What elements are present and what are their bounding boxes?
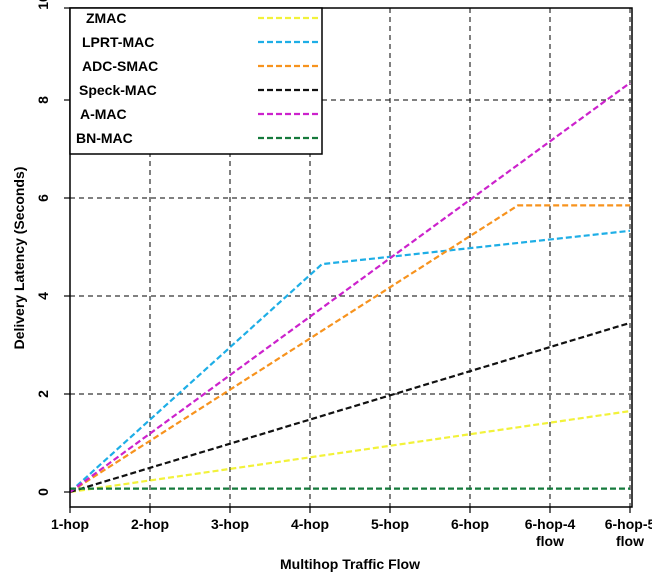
x-tick-label: 6-hop-5 flow <box>605 516 652 549</box>
y-tick-label: 4 <box>35 292 51 300</box>
series-line-adc-smac <box>69 204 630 493</box>
series-line-a-mac <box>69 82 631 493</box>
x-tick-label: 6-hop <box>451 516 489 532</box>
legend: ZMAC LPRT-MAC ADC-SMAC Speck-MAC A-MAC BN-MAC <box>69 7 323 155</box>
x-tick-label: 3-hop <box>211 516 249 532</box>
x-tick-label: 4-hop <box>291 516 329 532</box>
legend-label: ADC-SMAC <box>82 58 158 74</box>
series-line-zmac <box>69 410 631 494</box>
axis-ticks <box>64 7 631 513</box>
series-lines <box>69 82 631 494</box>
y-tick-label: 0 <box>35 488 51 496</box>
grid-lines <box>70 8 632 507</box>
legend-label: LPRT-MAC <box>82 34 154 50</box>
x-tick-label: 2-hop <box>131 516 169 532</box>
x-tick-label: 1-hop <box>51 516 89 532</box>
y-tick-labels: 0 2 4 6 8 10 <box>35 0 51 496</box>
x-tick-label: 6-hop-4 flow <box>525 516 576 549</box>
legend-label: BN-MAC <box>76 130 133 146</box>
y-tick-label: 8 <box>35 96 51 104</box>
x-tick-labels: 1-hop 2-hop 3-hop 4-hop 5-hop 6-hop 6-hop-4 flo… <box>51 516 652 549</box>
y-tick-label: 6 <box>35 194 51 202</box>
plot-frame <box>69 7 633 508</box>
series-line-lprt-mac <box>69 229 631 493</box>
legend-label: Speck-MAC <box>79 82 157 98</box>
legend-label: A-MAC <box>80 106 127 122</box>
y-tick-label: 2 <box>35 390 51 398</box>
x-axis-title: Multihop Traffic Flow <box>280 556 420 572</box>
legend-label: ZMAC <box>86 10 126 26</box>
x-tick-label: 5-hop <box>371 516 409 532</box>
legend-box <box>69 7 323 155</box>
y-axis-title: Delivery Latency (Seconds) <box>11 167 27 350</box>
y-tick-label: 10 <box>35 0 51 10</box>
series-line-speck-mac <box>69 321 631 494</box>
